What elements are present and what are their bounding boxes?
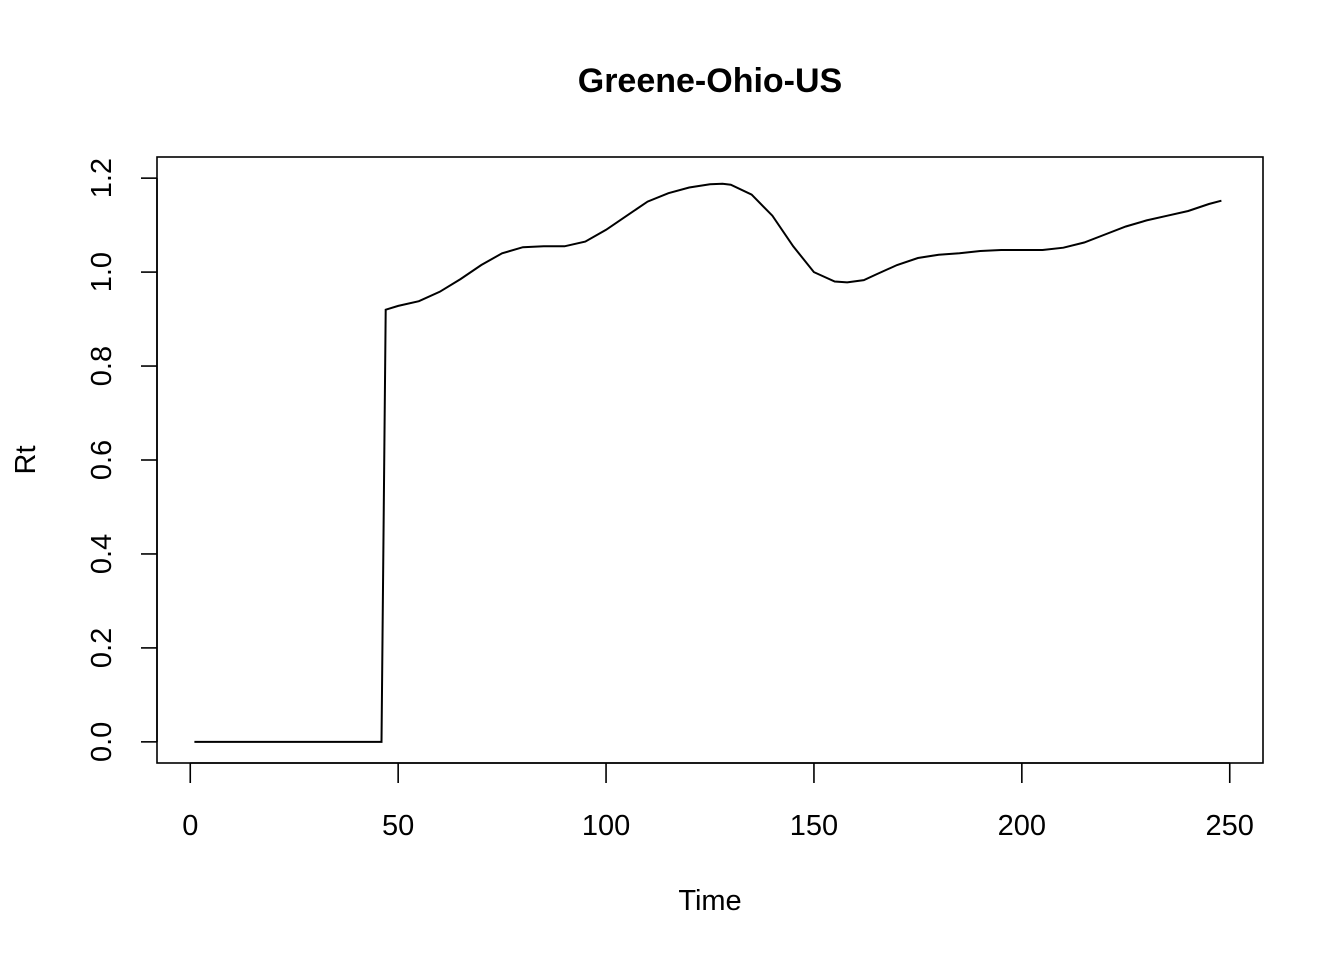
y-tick-label: 0.6 <box>86 440 118 480</box>
x-axis: 0 50 100 150 200 250 <box>182 762 1254 842</box>
chart-title: Greene-Ohio-US <box>578 62 842 100</box>
x-tick-label: 0 <box>182 810 198 842</box>
y-tick-label: 0.2 <box>86 628 118 668</box>
x-tick-label: 250 <box>1206 810 1254 842</box>
y-axis-label: Rt <box>10 446 42 475</box>
x-axis-label: Time <box>678 885 741 917</box>
y-tick-label: 1.0 <box>86 252 118 292</box>
x-tick-label: 150 <box>790 810 838 842</box>
plot-frame <box>156 156 1264 764</box>
x-tick-label: 100 <box>582 810 630 842</box>
y-tick-label: 0.8 <box>86 346 118 386</box>
x-tick-label: 200 <box>998 810 1046 842</box>
series-line-rt <box>194 182 1222 743</box>
x-tick-label: 50 <box>382 810 414 842</box>
y-axis: 0.0 0.2 0.4 0.6 0.8 1.0 1.2 <box>86 158 158 762</box>
y-tick-label: 0.0 <box>86 722 118 762</box>
y-tick-label: 1.2 <box>86 158 118 198</box>
y-tick-label: 0.4 <box>86 534 118 574</box>
